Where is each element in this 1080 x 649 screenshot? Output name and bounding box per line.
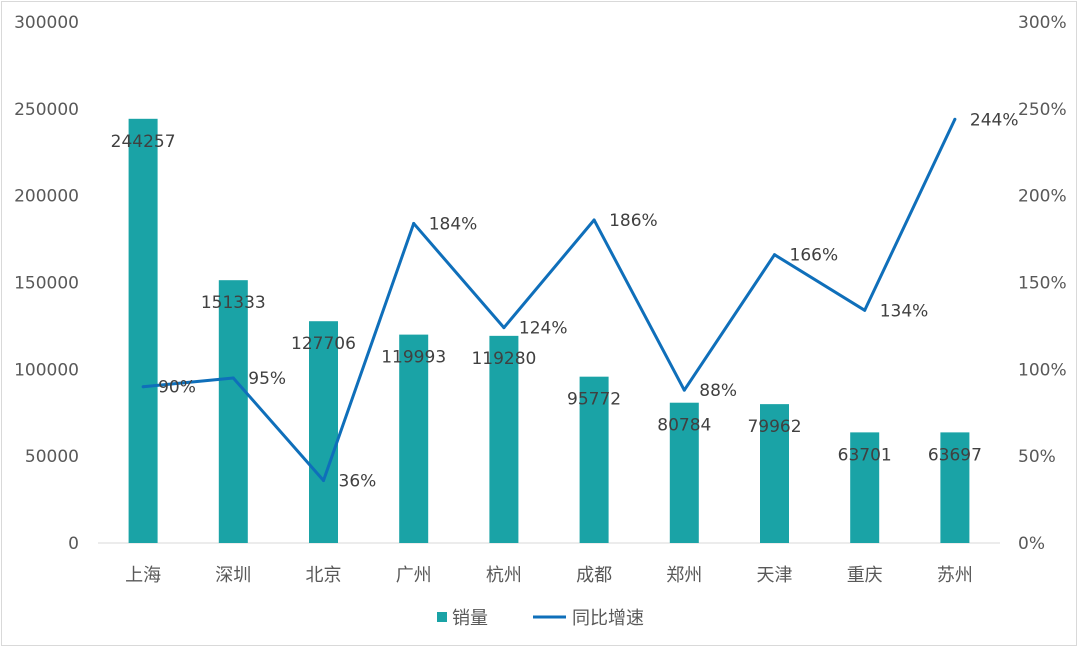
growth-value-label: 244% xyxy=(970,110,1019,130)
bar xyxy=(399,334,429,543)
category-label: 苏州 xyxy=(937,565,973,586)
bar xyxy=(218,280,248,543)
legend-line-label: 同比增速 xyxy=(572,608,644,629)
bar-value-label: 95772 xyxy=(567,390,621,410)
legend: 销量 同比增速 xyxy=(437,608,644,629)
growth-line xyxy=(142,118,957,482)
line-data-labels: 90% 95% 36% 184% 124% 186% 88% 166% 134% 244% xyxy=(158,110,1018,491)
growth-value-label: 88% xyxy=(699,381,737,401)
growth-point xyxy=(412,221,416,225)
growth-point xyxy=(592,218,596,222)
growth-point xyxy=(953,117,957,121)
growth-point xyxy=(322,478,325,482)
right-tick-label: 250% xyxy=(1018,100,1067,120)
growth-value-label: 134% xyxy=(880,301,929,321)
right-tick-label: 0% xyxy=(1018,534,1045,554)
legend-bar-swatch xyxy=(437,612,447,622)
bar xyxy=(940,432,970,543)
left-tick-label: 300000 xyxy=(14,13,79,33)
bar-data-labels: 244257 151333 127706 119993 119280 95772 80784… xyxy=(111,132,982,466)
category-label: 深圳 xyxy=(215,565,251,586)
growth-value-label: 184% xyxy=(429,214,478,234)
legend-bar-label: 销量 xyxy=(452,608,488,629)
bar-value-label: 244257 xyxy=(111,132,176,152)
growth-point xyxy=(502,326,506,330)
category-label: 上海 xyxy=(125,565,161,586)
bar xyxy=(309,321,338,543)
right-tick-label: 300% xyxy=(1018,13,1067,33)
category-label: 天津 xyxy=(757,565,793,586)
right-tick-label: 100% xyxy=(1018,360,1067,380)
growth-value-label: 95% xyxy=(248,369,286,389)
right-axis: 0% 50% 100% 150% 200% 250% 300% xyxy=(1018,13,1067,554)
growth-point xyxy=(682,388,686,392)
growth-point xyxy=(231,376,235,380)
growth-point xyxy=(773,253,776,257)
bar-value-label: 151333 xyxy=(201,293,266,313)
bar-value-label: 80784 xyxy=(657,416,711,436)
left-tick-label: 200000 xyxy=(14,187,79,207)
bar-value-label: 119993 xyxy=(381,348,446,368)
category-label: 重庆 xyxy=(847,565,883,586)
category-label: 广州 xyxy=(396,565,432,586)
category-label: 杭州 xyxy=(486,565,522,586)
bar xyxy=(489,335,519,543)
category-label: 成都 xyxy=(576,565,612,586)
bar-value-label: 79962 xyxy=(747,417,801,437)
category-label: 北京 xyxy=(306,565,342,586)
left-tick-label: 50000 xyxy=(25,447,79,467)
left-axis: 0 50000 100000 150000 200000 250000 300000 xyxy=(14,13,79,554)
growth-value-label: 166% xyxy=(790,246,839,266)
left-tick-label: 250000 xyxy=(14,100,79,120)
left-tick-label: 150000 xyxy=(14,274,79,294)
growth-point xyxy=(141,385,145,389)
bar xyxy=(128,118,158,543)
left-tick-label: 0 xyxy=(68,534,79,554)
category-labels: 上海 深圳 北京 广州 杭州 成都 郑州 天津 重庆 苏州 xyxy=(125,565,973,586)
growth-value-label: 186% xyxy=(609,211,658,231)
right-tick-label: 150% xyxy=(1018,274,1067,294)
category-label: 郑州 xyxy=(666,565,702,586)
bar xyxy=(850,432,880,543)
bar-value-label: 63701 xyxy=(838,445,892,465)
bar xyxy=(579,376,609,543)
left-tick-label: 100000 xyxy=(14,360,79,380)
growth-value-label: 124% xyxy=(519,319,568,339)
bar-value-label: 63697 xyxy=(928,445,982,465)
bar-series xyxy=(128,118,970,543)
bar xyxy=(760,404,789,543)
bar xyxy=(669,402,699,543)
bar-value-label: 127706 xyxy=(291,334,356,354)
right-tick-label: 50% xyxy=(1018,447,1056,467)
growth-point xyxy=(863,308,867,312)
growth-value-label: 90% xyxy=(158,378,196,398)
right-tick-label: 200% xyxy=(1018,187,1067,207)
bar-value-label: 119280 xyxy=(471,349,536,369)
growth-value-label: 36% xyxy=(339,471,377,491)
line-series xyxy=(141,117,957,482)
